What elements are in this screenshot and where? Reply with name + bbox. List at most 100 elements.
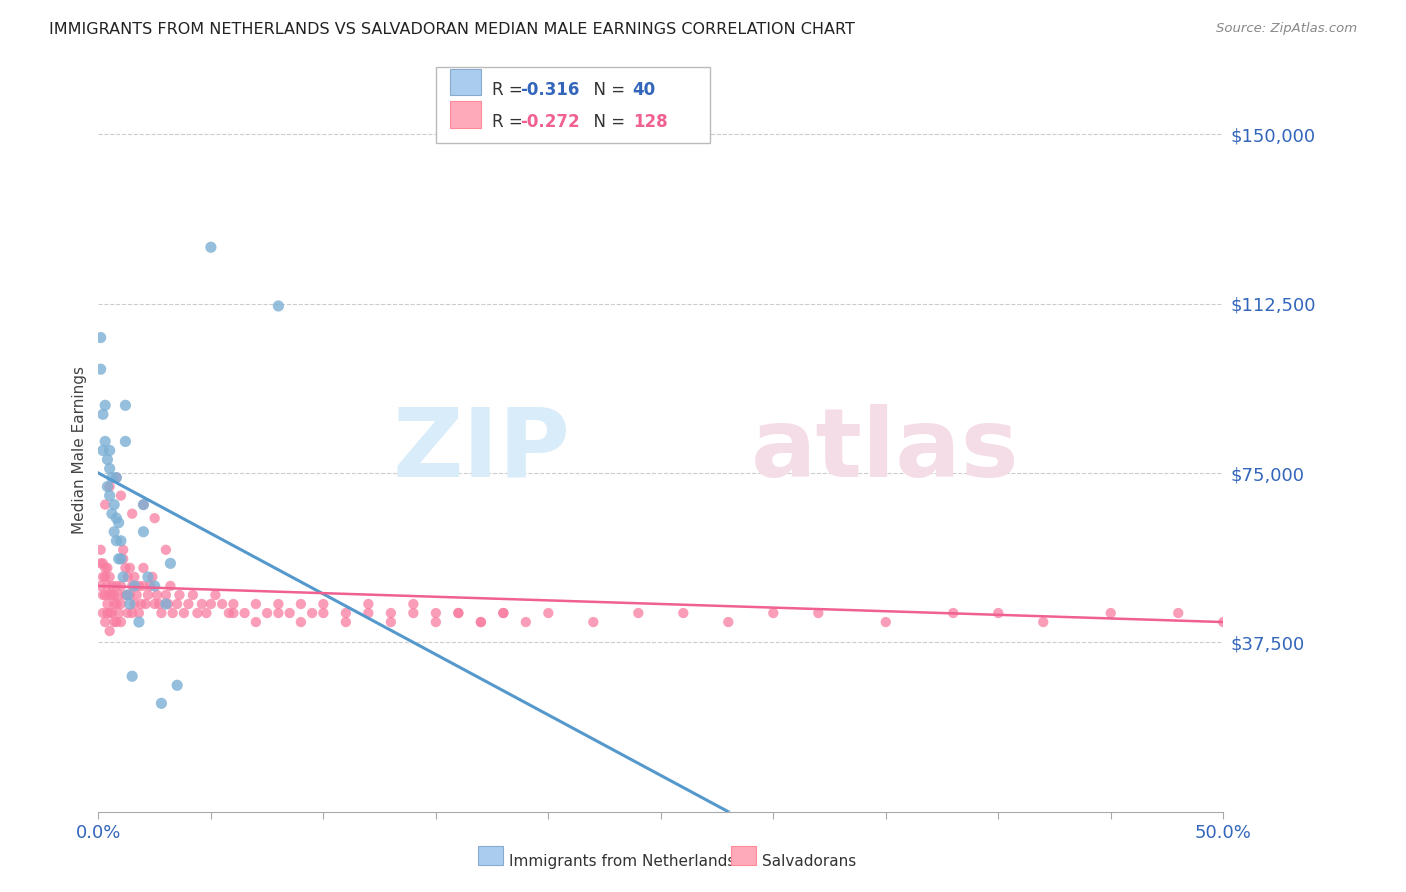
Point [107,588,129,602]
Point [98,480,121,494]
Point [98,461,121,475]
Point [98,624,121,639]
Point [290,615,312,629]
Point [278,606,301,620]
Point [335,615,357,629]
Point [117,588,139,602]
Point [103,498,125,512]
Point [425,606,447,620]
Point [135,597,157,611]
Point [195,606,218,620]
Text: ZIP: ZIP [392,404,571,497]
Y-axis label: Median Male Earnings: Median Male Earnings [72,367,87,534]
Point [124,570,146,584]
Point [143,597,166,611]
Point [94,615,117,629]
Point [96,480,118,494]
Point [166,678,188,692]
Point [110,615,132,629]
Point [143,579,166,593]
Point [118,588,141,602]
Point [402,606,425,620]
Point [96,579,118,593]
Point [94,398,117,412]
Point [105,470,128,484]
Point [1099,606,1122,620]
Point [114,434,136,449]
Point [94,588,117,602]
Point [267,597,290,611]
Point [96,597,118,611]
Point [110,597,132,611]
Point [148,597,170,611]
Point [1167,606,1189,620]
Point [101,579,124,593]
Point [191,597,214,611]
Point [425,615,447,629]
Point [125,588,148,602]
Point [141,570,163,584]
Point [942,606,965,620]
Point [245,597,267,611]
Point [136,588,159,602]
Point [96,561,118,575]
Point [98,570,121,584]
Point [121,606,143,620]
Text: N =: N = [583,81,631,99]
Point [155,542,177,557]
Point [380,615,402,629]
Point [492,606,515,620]
Point [335,606,357,620]
Point [117,570,139,584]
Point [301,606,323,620]
Point [94,498,117,512]
Point [256,606,278,620]
Point [762,606,785,620]
Point [112,542,135,557]
Point [186,606,208,620]
Point [90,542,112,557]
Point [173,606,195,620]
Point [103,597,125,611]
Point [98,489,121,503]
Point [128,615,150,629]
Point [537,606,560,620]
Point [91,407,114,421]
Point [146,588,169,602]
Point [245,615,267,629]
Point [101,606,124,620]
Point [110,579,132,593]
Point [105,511,128,525]
Point [90,330,112,344]
Point [139,579,162,593]
Point [267,299,290,313]
Point [290,597,312,611]
Point [103,588,125,602]
Point [94,561,117,575]
Point [107,516,129,530]
Text: -0.316: -0.316 [520,81,579,99]
Point [132,561,155,575]
Point [101,470,124,484]
Point [875,615,897,629]
Point [105,533,128,548]
Point [987,606,1010,620]
Point [112,551,135,566]
Point [107,606,129,620]
Point [96,606,118,620]
Point [200,240,222,254]
Point [1212,615,1234,629]
Point [155,588,177,602]
Point [90,362,112,376]
Point [136,570,159,584]
Text: R =: R = [492,113,529,131]
Point [447,606,470,620]
Point [132,579,155,593]
Point [222,597,245,611]
Point [105,579,128,593]
Point [515,615,537,629]
Point [470,615,492,629]
Text: 128: 128 [633,113,668,131]
Point [103,615,125,629]
Point [807,606,830,620]
